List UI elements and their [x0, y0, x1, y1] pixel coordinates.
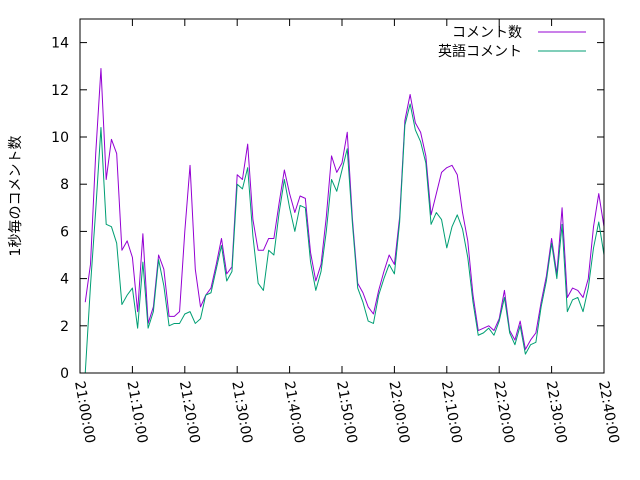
- legend-label-comment-count: コメント数: [452, 25, 522, 41]
- y-tick-label: 14: [51, 36, 69, 52]
- y-tick-label: 12: [51, 83, 69, 99]
- legend: コメント数 英語コメント: [438, 25, 586, 60]
- x-tick-label: 21:20:00: [176, 380, 203, 445]
- x-tick-label: 21:00:00: [71, 380, 98, 445]
- y-tick-label: 8: [60, 177, 69, 193]
- series-line-english-comment: [84, 103, 605, 374]
- y-axis-label: 1秒毎のコメント数: [8, 136, 24, 257]
- x-tick-label: 22:00:00: [385, 380, 412, 445]
- y-tick-label: 0: [60, 366, 69, 382]
- plot-area-border: [79, 18, 605, 374]
- x-tick-label: 22:30:00: [543, 380, 570, 445]
- y-tick-label: 2: [60, 319, 69, 335]
- tick-layer: 0 2 4 6 8 10 12 14 21:00:00 21:10:00 21:20:00 21:30…: [51, 19, 622, 445]
- x-tick-label: 21:50:00: [333, 380, 360, 445]
- legend-label-english-comment: 英語コメント: [438, 43, 522, 60]
- y-tick-label: 10: [51, 130, 69, 146]
- x-tick-label: 21:30:00: [228, 380, 255, 445]
- x-tick-label: 21:10:00: [123, 380, 150, 445]
- x-tick-label: 21:40:00: [281, 380, 308, 445]
- y-tick-label: 4: [60, 272, 69, 288]
- y-tick-label: 6: [60, 224, 69, 240]
- series-line-comment-count: [84, 68, 605, 350]
- series-layer: [84, 68, 605, 374]
- x-tick-label: 22:40:00: [595, 380, 622, 445]
- x-tick-label: 22:10:00: [438, 380, 465, 445]
- x-tick-label: 22:20:00: [490, 380, 517, 445]
